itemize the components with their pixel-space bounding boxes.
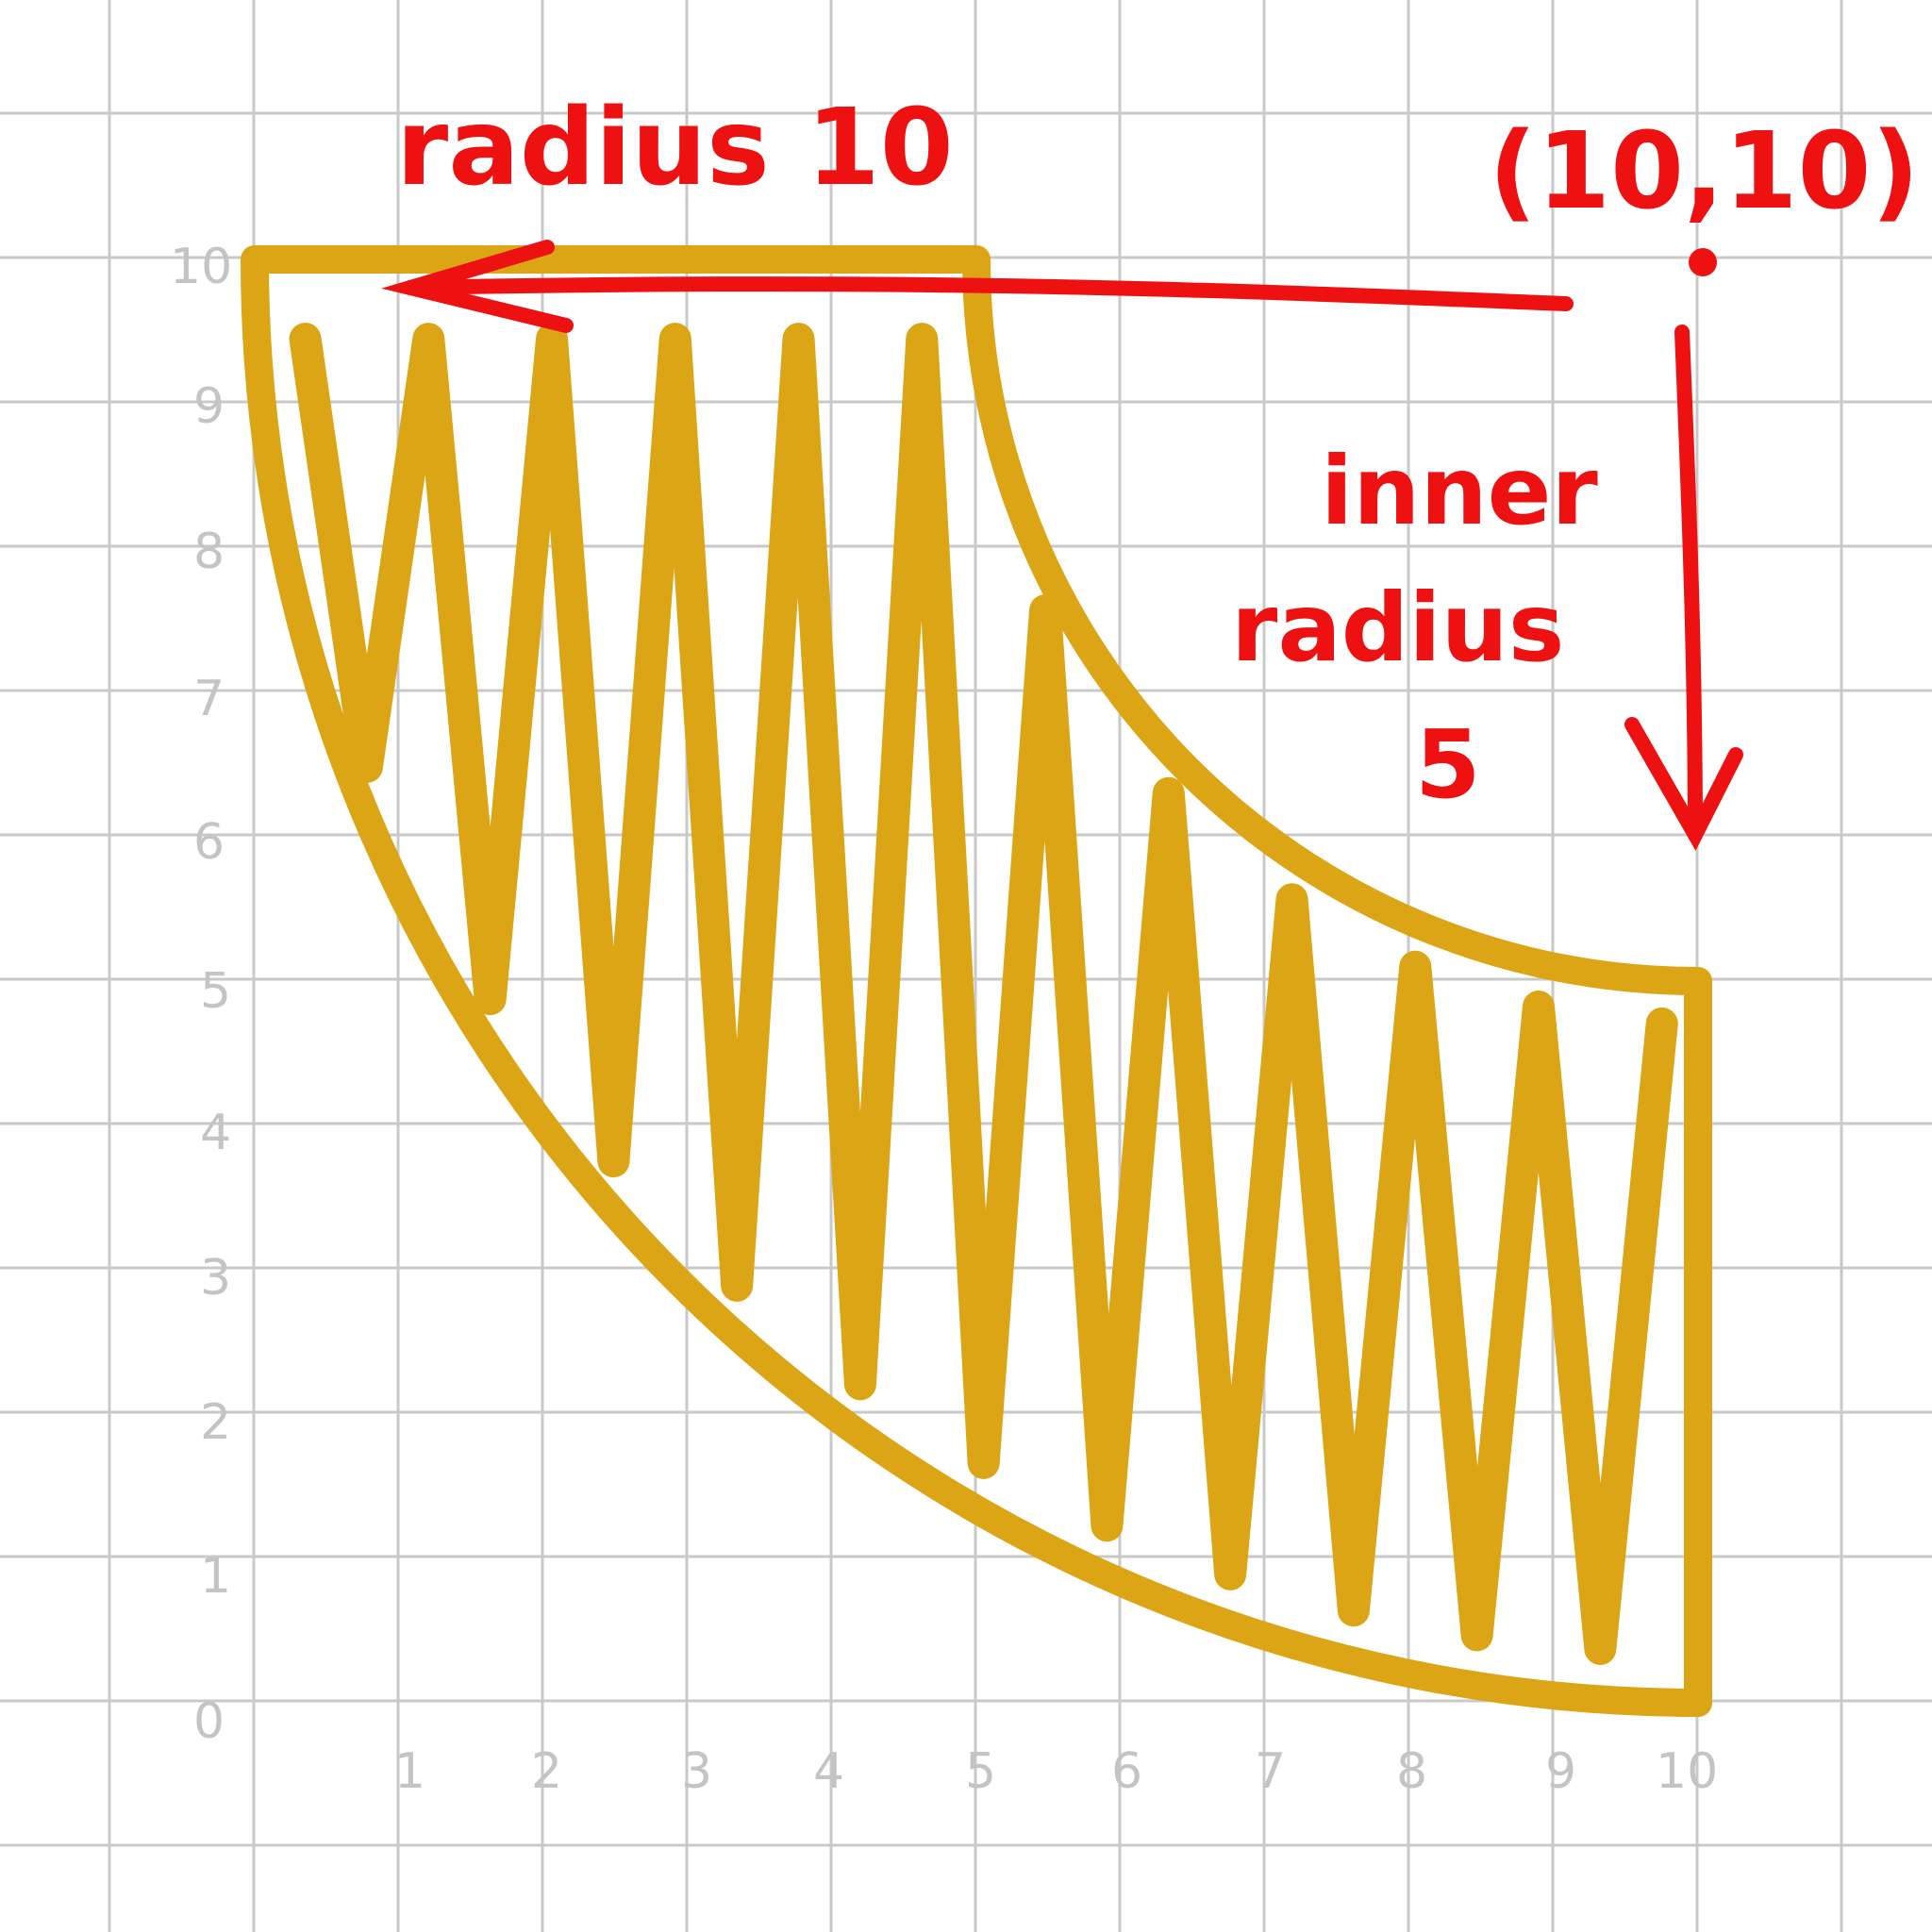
y-tick-2: 2 [200,1394,231,1451]
inner-radius-label-line1: inner [1321,436,1598,546]
x-tick-1: 1 [394,1743,425,1800]
inner-radius-arrow [1624,325,1743,851]
x-tick-10: 10 [1656,1743,1718,1800]
y-tick-4: 4 [200,1105,231,1161]
inner-radius-label-line3: 5 [1415,709,1481,820]
x-tick-6: 6 [1111,1743,1142,1800]
outer-radius-label: radius 10 [396,87,954,209]
x-axis-numbers: 1 2 3 4 5 6 7 8 9 10 [394,1743,1718,1800]
y-tick-9: 9 [193,378,225,435]
x-tick-7: 7 [1255,1743,1286,1800]
y-tick-1: 1 [200,1548,231,1605]
x-tick-3: 3 [681,1743,712,1800]
x-tick-2: 2 [531,1743,562,1800]
x-tick-5: 5 [965,1743,996,1800]
outer-radius-arrow [381,240,1574,333]
y-tick-0: 0 [193,1693,225,1750]
scribble-fill [289,323,1678,1665]
center-point-dot [1689,248,1717,276]
quarter-annulus-region [241,245,1712,1717]
y-tick-3: 3 [200,1250,231,1307]
x-tick-4: 4 [813,1743,844,1800]
scribble-zigzag [289,323,1678,1665]
y-tick-6: 6 [193,814,225,871]
annotations: radius 10 (10,10) inner radius 5 [381,87,1920,851]
y-tick-10: 10 [170,239,232,295]
y-axis-numbers: 0 1 2 3 4 5 6 7 8 9 10 [170,239,232,1750]
x-tick-8: 8 [1396,1743,1427,1800]
y-tick-8: 8 [193,524,225,580]
y-tick-5: 5 [200,963,231,1020]
x-tick-9: 9 [1545,1743,1576,1800]
annulus-outline [241,245,1712,1717]
inner-radius-label-line2: radius [1231,573,1564,683]
y-tick-7: 7 [193,671,225,727]
center-point-label: (10,10) [1489,110,1920,233]
